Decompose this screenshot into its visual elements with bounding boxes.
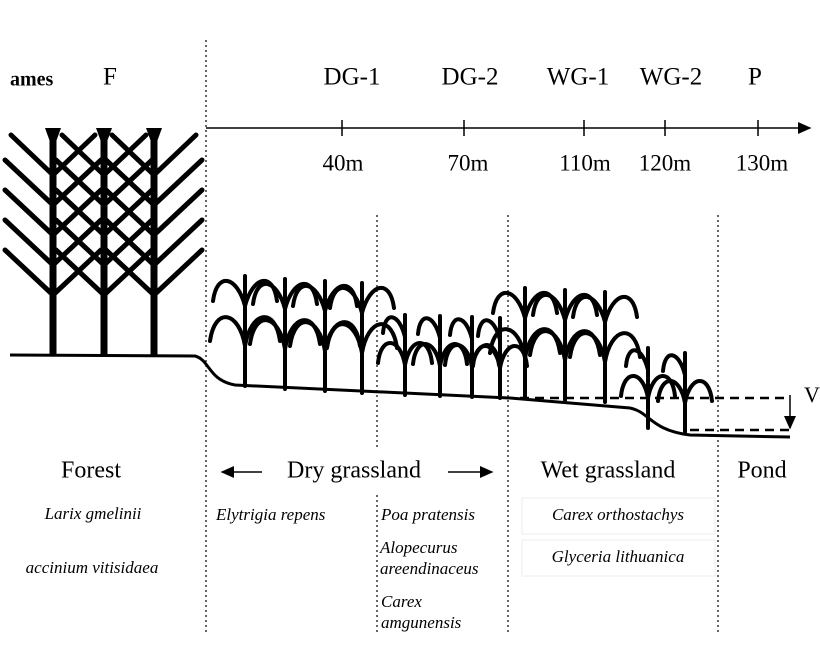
dry-grass <box>208 274 529 400</box>
zone-label: Dry grassland <box>287 458 421 484</box>
species: areendinaceus <box>380 559 479 578</box>
species: Poa pratensis <box>380 505 475 524</box>
zone-label: Wet grassland <box>541 458 676 484</box>
row-label: ames <box>10 69 54 91</box>
site-label: DG-2 <box>442 64 499 91</box>
species: amgunensis <box>381 613 462 632</box>
ground-line <box>9 353 791 439</box>
species-box <box>521 497 716 535</box>
distance-label: 70m <box>448 150 489 175</box>
zone-label: Forest <box>61 458 121 484</box>
species-box <box>521 539 716 577</box>
label-box <box>254 448 456 494</box>
zone-separators <box>205 40 719 635</box>
site-label: P <box>748 64 762 91</box>
site-label: WG-1 <box>547 64 609 91</box>
distance-label: 40m <box>323 150 364 175</box>
distance-label: 130m <box>736 150 789 175</box>
species: Alopecurus <box>379 538 458 557</box>
species: Carex <box>381 592 422 611</box>
site-label: WG-2 <box>640 64 702 91</box>
species: Carex orthostachys <box>552 505 684 524</box>
zone-label: Pond <box>737 458 786 484</box>
species: accinium vitisidaea <box>26 558 159 577</box>
distance-label: 110m <box>559 150 611 175</box>
species: Larix gmelinii <box>44 504 142 523</box>
wet-grass <box>488 286 714 435</box>
species: Elytrigia repens <box>215 505 326 524</box>
forest-trees <box>5 128 202 356</box>
sites: DG-1 DG-2 WG-1 WG-2 P 40m 70m 110m 120m … <box>323 64 789 176</box>
level-mark: V <box>804 382 820 407</box>
distance-label: 120m <box>639 150 692 175</box>
site-label: F <box>103 64 117 91</box>
site-label: DG-1 <box>324 64 381 91</box>
species: Glyceria lithuanica <box>552 547 685 566</box>
